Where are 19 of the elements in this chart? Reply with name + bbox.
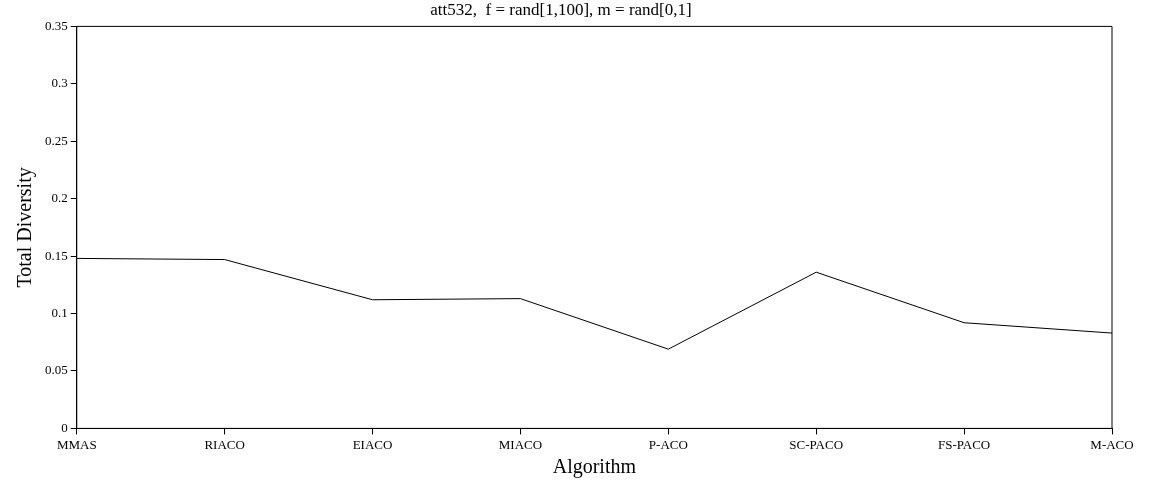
y-tick-label: 0.2	[51, 190, 68, 206]
chart-title: att532, f = rand[1,100], m = rand[0,1]	[430, 0, 692, 19]
x-tick-label: MMAS	[56, 436, 97, 452]
x-tick-label: SC-PACO	[789, 436, 844, 452]
x-tick-label: EIACO	[352, 436, 393, 452]
x-tick-label: RIACO	[204, 436, 245, 452]
y-tick-label: 0.35	[45, 17, 68, 33]
y-tick-label: 0.25	[45, 132, 68, 148]
y-tick-label: 0.3	[51, 75, 68, 91]
x-tick-label: MIACO	[498, 436, 543, 452]
y-tick-label: 0.1	[51, 304, 68, 320]
x-tick-label: FS-PACO	[937, 436, 991, 452]
y-tick-label: 0	[61, 419, 68, 435]
x-tick-label: M-ACO	[1090, 436, 1134, 452]
x-axis-title: Algorithm	[552, 455, 637, 479]
y-axis-title: Total Diversity	[13, 167, 37, 288]
x-tick-label: P-ACO	[648, 436, 688, 452]
y-tick-label: 0.15	[45, 247, 68, 263]
y-tick-label: 0.05	[45, 362, 68, 378]
